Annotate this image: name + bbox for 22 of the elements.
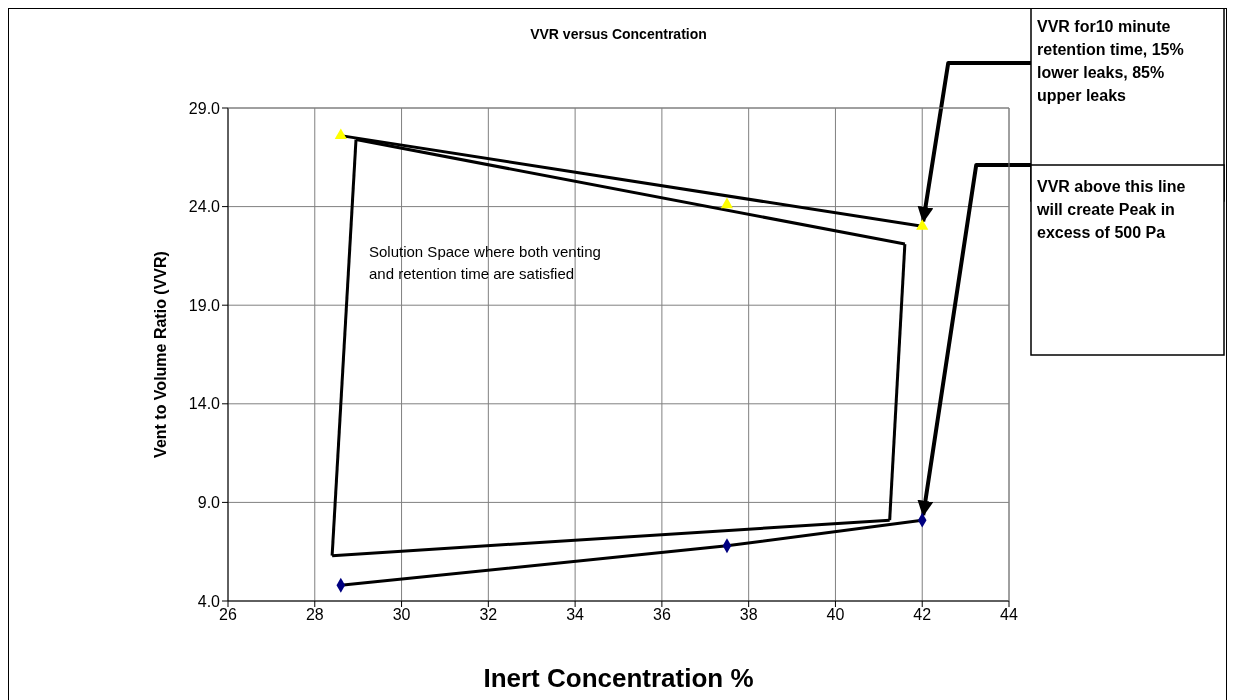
annotation: VVR for10 minute retention time, 15% lower leaks, 85% upper leaks [1037, 17, 1185, 106]
x-tick-label: 40 [826, 606, 845, 624]
x-tick-label: 28 [305, 606, 324, 624]
y-tick-label: 4.0 [197, 592, 221, 610]
annotation: Solution Space where both venting and retention time are satisfied [369, 242, 602, 284]
y-tick-label: 29.0 [188, 99, 221, 117]
x-tick-label: 30 [392, 606, 411, 624]
annotation: VVR above this line will create Peak in excess of 500 Pa [1037, 177, 1187, 243]
y-axis-title: Vent to Volume Ratio (VVR) [152, 251, 169, 458]
y-tick-label: 19.0 [188, 296, 221, 314]
x-tick-label: 36 [652, 606, 671, 624]
x-axis-title: Inert Concentration % [483, 663, 754, 693]
y-tick-label: 9.0 [197, 494, 221, 512]
y-tick-label: 24.0 [188, 198, 221, 216]
x-tick-label: 38 [739, 606, 758, 624]
x-tick-label: 32 [479, 606, 498, 624]
chart-title: VVR versus Concentration [530, 26, 707, 42]
x-tick-label: 42 [913, 606, 932, 624]
x-tick-label: 44 [1000, 606, 1018, 624]
y-tick-label: 14.0 [188, 395, 221, 413]
x-tick-label: 26 [219, 606, 237, 624]
x-tick-label: 34 [566, 606, 585, 624]
